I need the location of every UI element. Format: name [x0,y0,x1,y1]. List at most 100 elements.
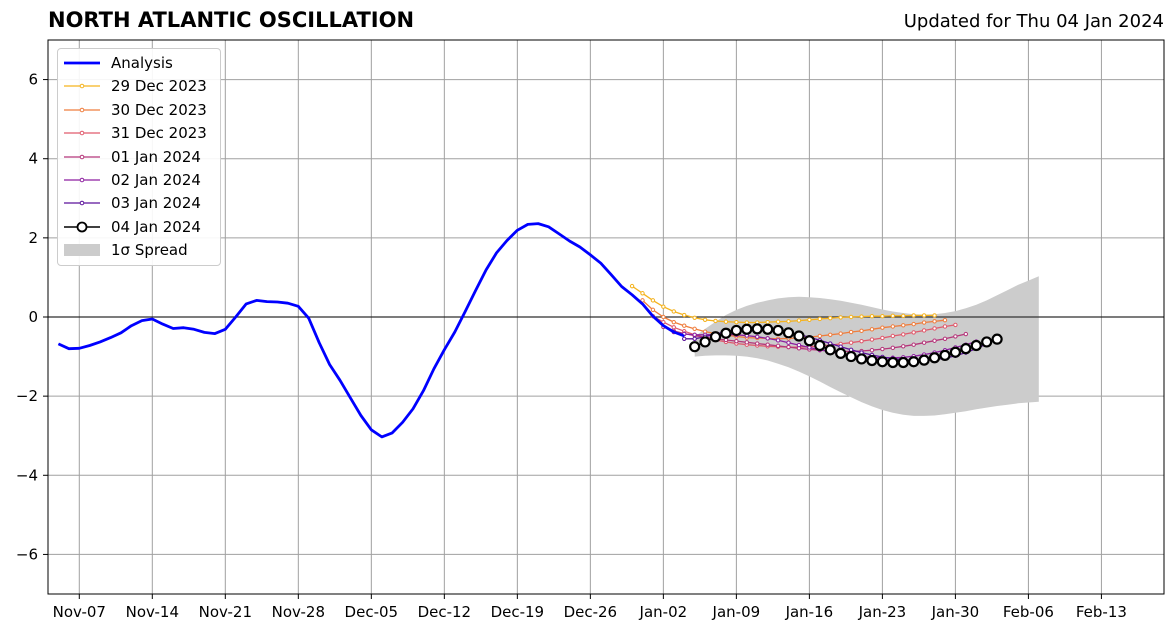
x-tick-label: Dec-05 [345,603,399,621]
forecast-point [650,307,656,313]
forecast-point [939,349,951,361]
legend-label: Analysis [111,54,173,72]
forecast-point [918,354,930,366]
forecast-point [901,323,906,328]
forecast-point [911,313,916,318]
x-tick-label: Nov-28 [272,603,325,621]
forecast-point [702,317,708,322]
legend-marker [79,154,85,159]
x-tick-label: Jan-30 [931,603,980,621]
legend-entry: Analysis [58,53,220,73]
forecast-point [723,319,729,324]
forecast-point [765,342,770,347]
x-tick-label: Dec-26 [564,603,618,621]
forecast-point [755,334,760,339]
forecast-point [911,330,916,335]
forecast-point [869,314,875,319]
forecast-point [682,312,687,318]
forecast-point [890,333,896,339]
x-tick-label: Feb-13 [1076,603,1127,621]
forecast-point [692,332,697,338]
forecast-point [890,313,896,319]
forecast-point [901,332,906,337]
y-axis: 6 4 2 0 −2 −4 −6 [16,71,48,563]
forecast-point [960,343,972,355]
spread-band [694,276,1039,416]
forecast-point [942,317,948,323]
forecast-point [991,333,1003,345]
forecast-point [848,314,854,320]
forecast-point [828,315,833,321]
forecast-point [692,336,697,341]
forecast-point [765,336,770,341]
x-tick-label: Feb-06 [1003,603,1054,621]
forecast-point [817,316,823,322]
forecast-point [949,346,962,358]
y-tick-label: 6 [28,71,38,89]
forecast-point [772,324,784,337]
legend-label: 29 Dec 2023 [111,77,207,96]
forecast-point [661,304,666,309]
forecast-point [880,314,885,319]
legend-entry: 04 Jan 2024 [58,217,220,237]
legend-marker [79,107,85,113]
legend-spread-swatch [64,244,100,257]
forecast-point [911,342,916,347]
forecast-series [629,283,1003,369]
forecast-point [782,327,795,339]
forecast-point [775,343,781,349]
forecast-point [932,338,937,343]
forecast-point [869,327,875,332]
forecast-point [866,354,878,367]
forecast-point [855,353,868,365]
forecast-point [682,336,687,341]
legend-marker [79,201,85,206]
forecast-point [817,333,823,339]
forecast-point [828,332,833,338]
legend: Analysis 29 Dec 2023 30 Dec 2023 31 Dec 202… [57,48,221,266]
forecast-point [671,325,676,330]
forecast-point [796,342,802,348]
forecast-point [807,317,812,322]
forecast-point [803,335,815,347]
legend-entry: 29 Dec 2023 [58,76,220,96]
forecast-point [921,313,927,318]
forecast-04-jan-2024 [689,323,1003,369]
forecast-point [689,341,701,353]
forecast-point [859,338,864,344]
forecast-point [911,321,916,327]
legend-label: 31 Dec 2023 [111,124,207,143]
forecast-point [730,324,742,337]
legend-swatch [64,177,100,183]
forecast-point [921,328,927,333]
updated-date: Updated for Thu 04 Jan 2024 [903,11,1164,32]
chart-title: NORTH ATLANTIC OSCILLATION [48,8,415,32]
legend-label: 01 Jan 2024 [111,147,201,166]
forecast-point [671,309,676,314]
forecast-point [720,327,732,339]
forecast-point [845,350,857,363]
x-tick-label: Jan-16 [785,603,834,621]
forecast-point [734,319,739,325]
forecast-point [765,319,770,325]
x-tick-label: Nov-07 [53,603,106,621]
forecast-point [890,324,896,329]
forecast-point [682,323,687,328]
legend-entry: 31 Dec 2023 [58,123,220,143]
forecast-point [848,340,854,345]
legend-swatch [64,154,100,159]
forecast-point [942,324,948,329]
analysis-series [57,222,685,439]
forecast-point [786,319,791,324]
legend-label: 1σ Spread [111,241,188,260]
forecast-point [970,339,982,352]
y-tick-label: −2 [16,387,38,405]
forecast-point [661,314,666,320]
legend-label: 03 Jan 2024 [111,194,201,213]
forecast-point [814,339,826,352]
forecast-point [963,331,969,337]
legend-swatch [64,244,100,257]
forecast-point [932,326,937,331]
analysis-line [57,222,685,439]
x-tick-label: Jan-09 [712,603,761,621]
